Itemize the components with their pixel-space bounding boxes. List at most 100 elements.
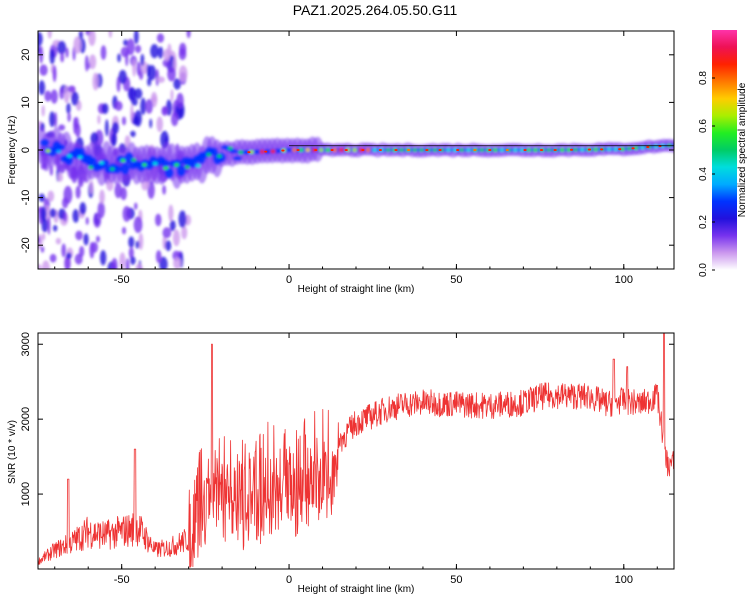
- spectrogram-noise-blob: [79, 202, 87, 215]
- spectrogram-noise-blob: [71, 91, 79, 106]
- spectrogram-peak: [45, 149, 51, 153]
- spectrogram-noise-blob: [136, 61, 142, 76]
- spectrogram-max-dash: [505, 149, 509, 151]
- spectrogram-peak: [613, 147, 619, 151]
- spectrogram-peak: [445, 148, 451, 152]
- spectrogram-noise-blob: [140, 97, 147, 115]
- spectrogram-noise-blob: [49, 253, 57, 263]
- spectrogram-noise-blob: [85, 217, 89, 225]
- spectrogram-x-tick-label: 100: [615, 274, 633, 286]
- spectrogram-noise-blob: [75, 230, 83, 241]
- spectrogram-peak: [459, 148, 465, 152]
- spectrogram-ylabel: Frequency (Hz): [7, 116, 18, 185]
- spectrogram-peak: [479, 148, 485, 152]
- spectrogram-noise-blob: [155, 213, 162, 227]
- spectrogram-peak: [419, 148, 425, 152]
- spectrogram-peak: [566, 148, 572, 152]
- spectrogram-noise-blob: [47, 31, 52, 39]
- spectrogram-noise-blob: [78, 31, 83, 40]
- spectrogram-peak: [325, 148, 331, 152]
- spectrogram-noise-blob: [99, 250, 107, 266]
- spectrogram-noise-blob: [104, 119, 109, 137]
- figure-title: PAZ1.2025.264.05.50.G11: [293, 2, 458, 18]
- spectrogram-y-tick-label: -10: [20, 190, 32, 206]
- spectrogram-peak: [519, 148, 525, 152]
- spectrogram-max-dash: [646, 145, 650, 148]
- spectrogram-noise-blob: [168, 204, 174, 222]
- spectrogram-noise-blob: [54, 112, 58, 128]
- spectrogram-peak: [131, 158, 137, 162]
- snr-y-tick-label: 3000: [20, 332, 32, 356]
- spectrogram-noise-blob: [41, 260, 50, 269]
- spectrogram-core: [160, 159, 170, 168]
- spectrogram-y-tick-label: -20: [20, 237, 32, 253]
- snr-ticks: -50 0 50 100 1000 2000 3000: [20, 332, 674, 586]
- spectrogram-noise-blob: [72, 209, 80, 223]
- spectrogram-max-dash: [587, 148, 592, 151]
- spectrogram-peak: [572, 147, 579, 152]
- spectrogram-noise-blob: [134, 88, 143, 100]
- spectrogram-noise-blob: [178, 47, 187, 61]
- spectrogram-noise-blob: [121, 226, 127, 235]
- spectrogram-noise-blob: [149, 118, 153, 129]
- spectrogram-noise-blob: [178, 210, 187, 228]
- spectrogram-noise-blob: [123, 39, 129, 46]
- spectrogram-noise-blob: [75, 185, 81, 199]
- spectrogram-core: [228, 149, 238, 154]
- snr-y-tick-label: 2000: [20, 407, 32, 431]
- spectrogram-noise-blob: [41, 232, 46, 241]
- spectrogram-y-tick-label: 20: [20, 49, 32, 61]
- spectrogram-noise-blob: [96, 235, 100, 243]
- spectrogram-noise-blob: [50, 89, 58, 104]
- spectrogram-y-tick-label: 10: [20, 96, 32, 108]
- colorbar-tick-label: 0.2: [698, 215, 709, 229]
- colorbar: 0.0 0.2 0.4 0.6 0.8 Normalized spectral ampl…: [698, 30, 748, 277]
- spectrogram-core: [233, 156, 243, 161]
- spectrogram-noise-blob: [120, 187, 127, 201]
- snr-x-tick-label: 50: [450, 574, 462, 586]
- colorbar-gradient: [712, 30, 737, 270]
- spectrogram-y-tick-label: 0: [20, 147, 32, 153]
- colorbar-tick-label: 0.4: [698, 167, 709, 181]
- spectrogram-core: [124, 152, 134, 165]
- spectrogram-noise-blob: [133, 31, 139, 45]
- spectrogram-peak: [56, 149, 62, 154]
- spectrogram-noise-blob: [100, 45, 107, 60]
- spectrogram-peak: [66, 154, 73, 158]
- spectrogram-max-dash: [314, 149, 318, 151]
- spectrogram-noise-blob: [57, 40, 67, 55]
- spectrogram-noise-blob: [66, 102, 71, 115]
- spectrogram-peak: [173, 162, 180, 167]
- spectrogram-peak: [633, 146, 639, 150]
- spectrogram-noise-blob: [132, 115, 140, 126]
- spectrogram-peak: [248, 150, 255, 154]
- spectrogram-noise-blob: [167, 66, 176, 82]
- spectrogram-noise-blob: [165, 240, 172, 252]
- spectrogram-noise-blob: [140, 53, 145, 66]
- spectrogram-noise-blob: [75, 123, 81, 138]
- spectrogram-noise-blob: [59, 86, 65, 100]
- spectrogram-peak: [195, 163, 201, 168]
- spectrogram-peak: [238, 150, 244, 155]
- spectrogram-noise-blob: [118, 69, 127, 84]
- spectrogram-noise-blob: [146, 63, 150, 78]
- spectrogram-noise-blob: [112, 121, 119, 134]
- spectrogram-noise-blob: [63, 211, 67, 223]
- spectrogram-peak: [398, 148, 405, 152]
- spectrogram-peak: [385, 148, 391, 152]
- spectrogram-noise-blob: [134, 202, 138, 210]
- snr-panel: -50 0 50 100 1000 2000 3000 Height of straight…: [7, 332, 675, 595]
- spectrogram-peak: [120, 158, 126, 163]
- spectrogram-noise-blob: [111, 257, 118, 269]
- spectrogram-noise-blob: [73, 36, 82, 54]
- spectrogram-noise-blob: [57, 172, 64, 182]
- snr-plot-area: [38, 333, 674, 568]
- spectrogram-ticks: -50 0 50 100 -20 -10 0 10 20: [20, 31, 674, 286]
- spectrogram-peak: [298, 148, 304, 152]
- spectrogram-noise-blob: [41, 105, 45, 117]
- spectrogram-max-dash: [407, 149, 411, 151]
- spectrogram-noise-blob: [122, 205, 131, 222]
- spectrogram-noise-blob: [125, 51, 129, 67]
